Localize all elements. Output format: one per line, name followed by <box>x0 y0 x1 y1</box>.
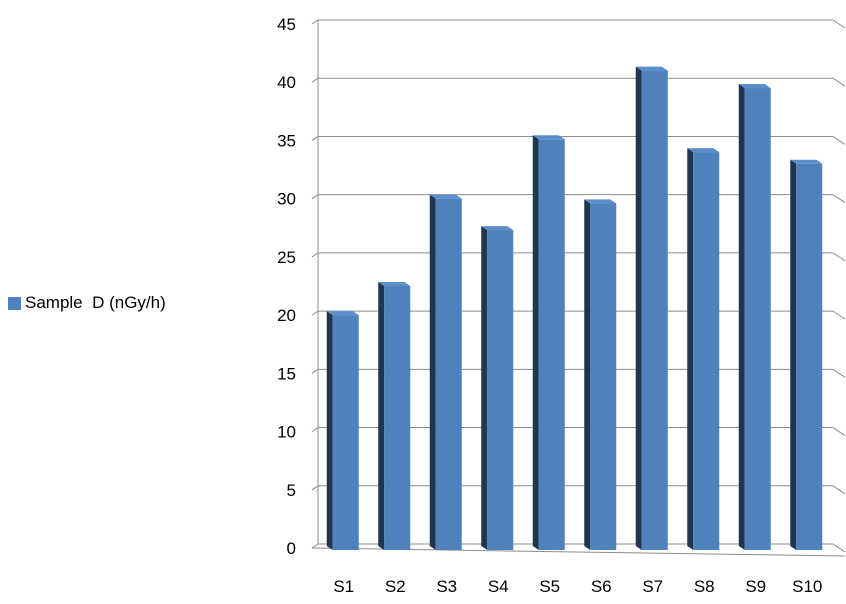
x-tick-label: S1 <box>333 577 354 596</box>
x-tick-label: S3 <box>436 577 457 596</box>
x-tick-label: S7 <box>642 577 663 596</box>
bar-side-face <box>481 226 488 550</box>
bar-front-face <box>796 163 823 550</box>
bar-side-face <box>738 84 745 551</box>
gridline-depth <box>832 136 846 145</box>
axis-tick <box>311 77 319 83</box>
bar <box>429 194 462 550</box>
bar-front-face <box>641 70 668 551</box>
bar-side-face <box>635 66 642 551</box>
bar <box>326 311 359 550</box>
axis-tick <box>311 543 319 549</box>
gridline-depth <box>832 19 846 29</box>
bar-top-face <box>738 84 771 89</box>
x-tick-label: S5 <box>539 577 560 596</box>
bar-front-face <box>487 230 514 550</box>
y-tick-label: 15 <box>277 364 296 383</box>
bar <box>790 159 823 550</box>
legend-label: Sample D (nGy/h) <box>25 293 166 312</box>
bar <box>532 135 565 550</box>
axis-tick <box>311 485 319 491</box>
bar <box>738 84 771 551</box>
gridline-depth <box>832 427 846 436</box>
bar <box>635 66 668 551</box>
bar-top-face <box>790 159 823 164</box>
bar-side-face <box>687 148 694 551</box>
gridline-depth <box>832 310 846 320</box>
bar-side-face <box>532 135 539 550</box>
bar-front-face <box>693 152 720 551</box>
x-tick-label: S8 <box>694 577 715 596</box>
axis-tick <box>311 427 319 432</box>
y-tick-label: 10 <box>277 423 296 442</box>
y-tick-label: 20 <box>277 306 296 325</box>
bar-side-face <box>378 282 385 550</box>
bar-front-face <box>332 315 359 550</box>
bar <box>481 226 514 550</box>
y-tick-label: 25 <box>277 248 296 267</box>
x-tick-label: S2 <box>385 577 406 596</box>
axis-tick <box>311 19 319 25</box>
y-tick-label: 30 <box>277 190 296 209</box>
legend: Sample D (nGy/h) <box>8 293 166 313</box>
bar-front-face <box>744 88 771 551</box>
axis-tick <box>311 368 319 374</box>
y-tick-label: 5 <box>287 481 296 500</box>
x-tick-label: S4 <box>488 577 509 596</box>
bar-top-face <box>326 311 359 316</box>
bar-front-face <box>590 203 617 550</box>
gridline-depth <box>832 252 846 262</box>
x-tick-label: S10 <box>792 577 822 596</box>
gridline-depth <box>832 368 846 378</box>
x-tick-label: S9 <box>745 577 766 596</box>
y-tick-label: 40 <box>277 73 296 92</box>
y-tick-label: 0 <box>287 539 296 558</box>
bar-top-face <box>635 66 668 71</box>
bar-front-face <box>435 198 462 550</box>
bar-side-face <box>584 199 591 550</box>
y-tick-label: 35 <box>277 131 296 150</box>
bar-side-face <box>326 311 333 550</box>
legend-swatch <box>8 296 21 310</box>
bar-front-face <box>384 286 411 550</box>
bar-front-face <box>538 139 565 550</box>
x-tick-label: S6 <box>591 577 612 596</box>
bar-side-face <box>429 194 436 550</box>
bar <box>378 282 411 550</box>
axis-tick <box>311 136 319 141</box>
bar-top-face <box>429 194 462 199</box>
y-axis-tick-labels: 0 5 10 15 20 25 30 35 40 45 <box>277 15 296 558</box>
bar-side-face <box>790 159 797 550</box>
bar-top-face <box>584 199 617 204</box>
bar-top-face <box>378 282 411 286</box>
axis-tick <box>311 252 319 258</box>
bars <box>326 66 823 551</box>
bar <box>687 148 720 551</box>
bar-top-face <box>532 135 565 140</box>
gridline-depth <box>832 194 846 204</box>
gridline-depth <box>832 77 846 87</box>
bar-top-face <box>481 226 514 231</box>
bar-top-face <box>687 148 720 153</box>
y-tick-label: 45 <box>277 15 296 34</box>
gridline-depth <box>832 543 846 553</box>
axis-tick <box>311 194 319 200</box>
gridline-depth <box>832 485 846 495</box>
x-axis-tick-labels: S1 S2 S3 S4 S5 S6 S7 S8 S9 S10 <box>333 577 822 596</box>
axis-tick <box>311 310 319 316</box>
bar <box>584 199 617 550</box>
